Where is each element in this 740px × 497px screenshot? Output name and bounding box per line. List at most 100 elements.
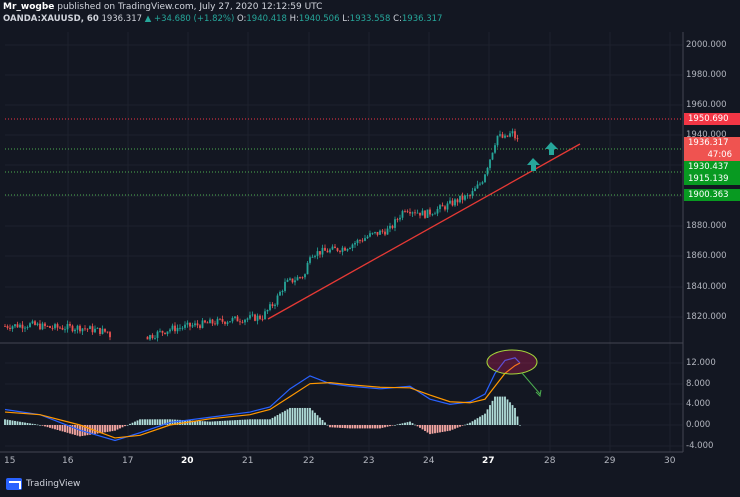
histogram-bar — [516, 416, 519, 425]
candle-body — [406, 211, 409, 213]
time-tick: 15 — [4, 456, 16, 466]
histogram-bar — [36, 424, 39, 426]
candle-body — [394, 219, 396, 228]
candle-body — [261, 318, 264, 320]
price-tick: 1940.000 — [686, 130, 727, 140]
histogram-bar — [381, 425, 384, 428]
candle-body — [69, 324, 71, 326]
histogram-bar — [44, 425, 46, 427]
candle-body — [416, 212, 419, 214]
candle-body — [506, 135, 509, 137]
candle-body — [514, 131, 516, 139]
candle-body — [154, 337, 156, 339]
histogram-bar — [199, 421, 201, 425]
candle-body — [479, 183, 481, 185]
last-price: 1936.317 — [101, 14, 143, 24]
candle-body — [456, 199, 459, 203]
countdown-label: 47:06 — [684, 149, 740, 161]
candle-body — [429, 209, 431, 215]
candle-body — [354, 242, 356, 245]
candle-body — [469, 195, 471, 197]
candle-body — [166, 331, 169, 334]
histogram-bar — [261, 419, 264, 425]
histogram-bar — [371, 425, 374, 429]
footer-brand[interactable]: TradingView — [6, 478, 80, 490]
candle-body — [356, 240, 359, 243]
histogram-bar — [189, 420, 191, 425]
author[interactable]: Mr_wogbe — [3, 2, 55, 12]
histogram-bar — [326, 424, 329, 426]
candle-body — [436, 209, 439, 214]
histogram-bar — [361, 425, 364, 429]
candle-body — [206, 322, 209, 324]
candle-body — [244, 319, 246, 323]
histogram-bar — [281, 412, 284, 425]
histogram-bar — [464, 424, 466, 426]
histogram-bar — [234, 420, 236, 425]
candle-body — [79, 325, 81, 332]
candle-body — [451, 200, 454, 206]
candle-body — [309, 257, 311, 263]
candle-body — [211, 319, 214, 324]
low-label: L: — [342, 14, 350, 24]
histogram-bar — [46, 425, 49, 428]
candle-body — [184, 324, 186, 328]
candle-body — [204, 320, 206, 323]
histogram-bar — [414, 424, 416, 426]
histogram-bar — [216, 421, 219, 425]
histogram-bar — [276, 415, 279, 425]
high-label: H: — [289, 14, 299, 24]
symbol-label[interactable]: OANDA:XAUUSD, 60 — [3, 14, 99, 24]
time-tick: 16 — [62, 456, 74, 466]
histogram-bar — [444, 425, 446, 432]
histogram-bar — [66, 425, 69, 433]
candle-body — [251, 314, 254, 316]
candle-body — [271, 304, 274, 307]
candle-body — [314, 255, 316, 257]
histogram-bar — [109, 425, 111, 432]
candle-body — [54, 324, 56, 329]
histogram-bar — [434, 425, 436, 434]
candle-body — [304, 274, 306, 278]
histogram-bar — [311, 410, 314, 425]
candle-body — [186, 322, 189, 325]
indicator-tick: -4.000 — [686, 441, 714, 451]
tradingview-logo-icon — [6, 478, 22, 490]
candle-body — [481, 182, 484, 184]
histogram-bar — [296, 407, 299, 425]
candle-body — [391, 225, 394, 228]
histogram-bar — [491, 400, 494, 425]
candle-body — [346, 248, 349, 251]
candle-body — [334, 246, 336, 249]
histogram-bar — [499, 396, 501, 425]
candle-body — [454, 199, 456, 206]
histogram-bar — [304, 407, 306, 425]
histogram-bar — [321, 420, 324, 425]
histogram-bar — [259, 419, 261, 425]
candle-body — [491, 152, 494, 160]
histogram-bar — [209, 421, 211, 425]
histogram-bar — [429, 425, 431, 435]
histogram-bar — [24, 422, 26, 425]
candle-body — [329, 249, 331, 253]
histogram-bar — [309, 407, 311, 425]
histogram-bar — [359, 425, 361, 429]
candle-body — [431, 214, 434, 216]
candle-body — [21, 324, 24, 329]
macd-histogram — [4, 396, 521, 437]
candle-body — [254, 314, 256, 321]
histogram-bar — [431, 425, 434, 434]
time-tick: 24 — [423, 456, 435, 466]
candle-body — [94, 328, 96, 333]
histogram-bar — [471, 421, 474, 425]
histogram-bar — [96, 425, 99, 434]
histogram-bar — [489, 405, 491, 425]
histogram-bar — [106, 425, 109, 432]
candle-body — [301, 277, 304, 279]
candle-body — [424, 210, 426, 218]
candle-body — [344, 247, 346, 251]
candle-body — [156, 331, 159, 338]
candle-body — [66, 324, 69, 330]
candle-body — [74, 329, 76, 332]
